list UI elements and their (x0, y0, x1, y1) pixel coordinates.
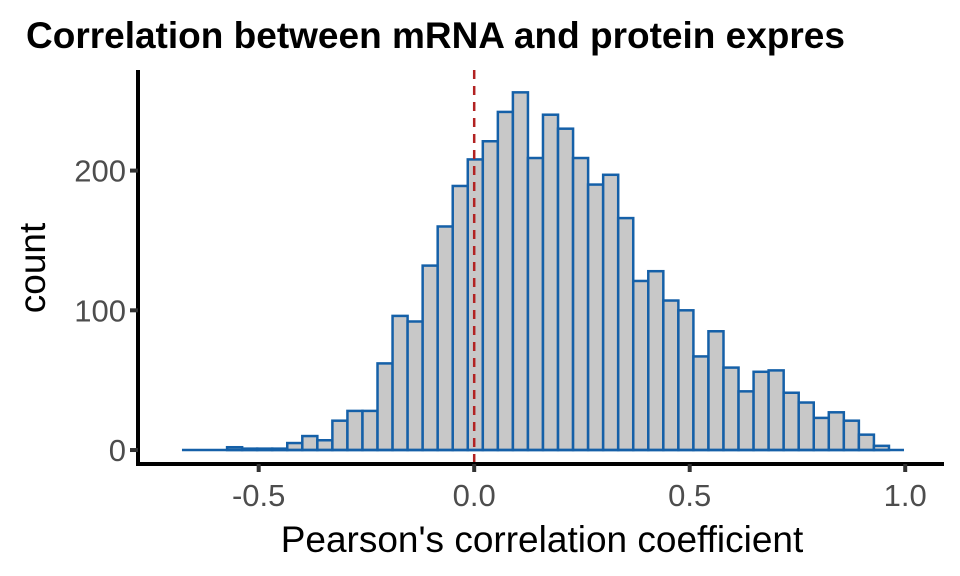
histogram-bar (391, 314, 409, 452)
y-tick-label: 0 (109, 433, 126, 468)
histogram-bar (316, 438, 334, 452)
histogram-bar (301, 434, 319, 452)
histogram-bar (526, 156, 545, 452)
x-tick-label: 1.0 (884, 478, 927, 513)
histogram-bar (496, 110, 515, 452)
histogram-bar (631, 279, 650, 452)
histogram-bar (707, 330, 725, 452)
histogram-bar (737, 390, 755, 452)
histogram-bar (842, 419, 861, 452)
bars-group (181, 91, 905, 452)
histogram-bar (812, 416, 831, 452)
histogram-bar (782, 391, 800, 452)
histogram-bar (722, 366, 740, 452)
histogram-bar (857, 433, 876, 452)
histogram-bar (541, 113, 560, 452)
histogram-bar (797, 401, 815, 452)
histogram-bar (827, 411, 846, 452)
y-axis-title: count (12, 222, 53, 313)
x-axis-title: Pearson's correlation coefficient (281, 519, 804, 560)
histogram-bar (601, 173, 620, 452)
histogram-bar (616, 216, 635, 452)
histogram-bar (767, 369, 785, 452)
histogram-bar (677, 309, 695, 452)
histogram-bar (511, 91, 530, 452)
chart-title: Correlation between mRNA and protein exp… (26, 15, 845, 56)
histogram-bar (571, 156, 590, 452)
y-ticks-group: 0 100 200 (74, 154, 138, 468)
histogram-bar (556, 127, 575, 452)
histogram-bar (692, 355, 710, 452)
x-tick-label: 0.0 (453, 478, 496, 513)
histogram-bar (647, 269, 665, 452)
histogram-bar (346, 409, 364, 452)
histogram-bar (752, 370, 770, 452)
x-tick-label: -0.5 (232, 478, 285, 513)
x-tick-label: 0.5 (668, 478, 711, 513)
y-tick-label: 200 (74, 154, 126, 189)
histogram-bar (586, 183, 605, 452)
histogram-bar (421, 264, 439, 452)
histogram-bar (376, 362, 394, 452)
histogram-bar (436, 225, 454, 452)
x-ticks-group: -0.5 0.0 0.5 1.0 (232, 464, 927, 513)
histogram-bar (451, 184, 470, 452)
histogram-bar (331, 419, 349, 452)
histogram-bar (662, 299, 680, 452)
y-tick-label: 100 (74, 293, 126, 328)
histogram-bar (481, 140, 500, 452)
histogram-bar (406, 320, 424, 452)
histogram-bar (361, 409, 379, 452)
